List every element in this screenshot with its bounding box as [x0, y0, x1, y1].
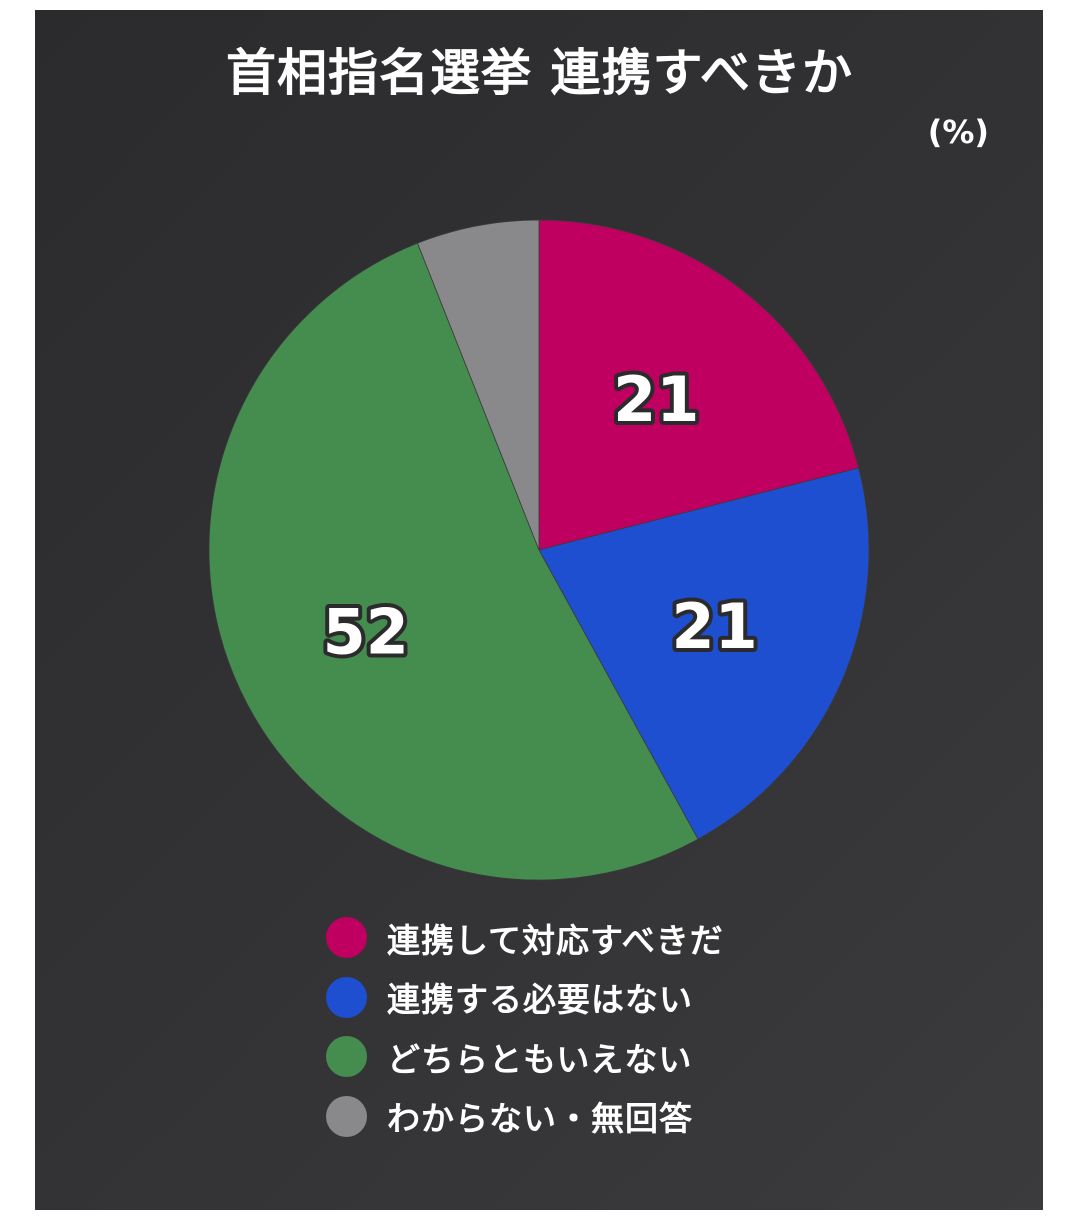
legend-item: どちらともいえない [326, 1027, 724, 1087]
legend: 連携して対応すべきだ 連携する必要はない どちらともいえない わからない・無回答 [326, 908, 724, 1146]
pie-slice [538, 467, 870, 840]
data-label: 21 [672, 590, 758, 663]
legend-swatch [326, 1036, 367, 1078]
pie-slice [417, 219, 540, 551]
legend-label: 連携する必要はない [387, 980, 693, 1020]
unit-label: (%) [927, 113, 989, 151]
legend-swatch [326, 976, 367, 1018]
legend-label: どちらともいえない [387, 1039, 693, 1079]
pie-slice [538, 219, 860, 551]
data-label: 52 [323, 596, 409, 669]
legend-swatch [326, 1095, 367, 1137]
legend-item: 連携する必要はない [326, 968, 724, 1028]
chart-title: 首相指名選挙 連携すべきか [226, 44, 853, 102]
legend-swatch [326, 917, 367, 959]
legend-item: わからない・無回答 [326, 1087, 724, 1147]
legend-label: わからない・無回答 [387, 1099, 693, 1139]
data-label: 21 [613, 363, 699, 436]
pie-slice [208, 242, 699, 881]
legend-item: 連携して対応すべきだ [326, 908, 724, 968]
legend-label: 連携して対応すべきだ [387, 920, 724, 960]
